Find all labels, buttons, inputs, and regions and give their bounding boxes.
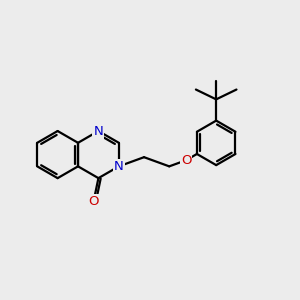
Text: N: N bbox=[94, 124, 103, 137]
Text: N: N bbox=[114, 160, 124, 173]
Text: O: O bbox=[88, 195, 99, 208]
Text: O: O bbox=[181, 154, 191, 167]
